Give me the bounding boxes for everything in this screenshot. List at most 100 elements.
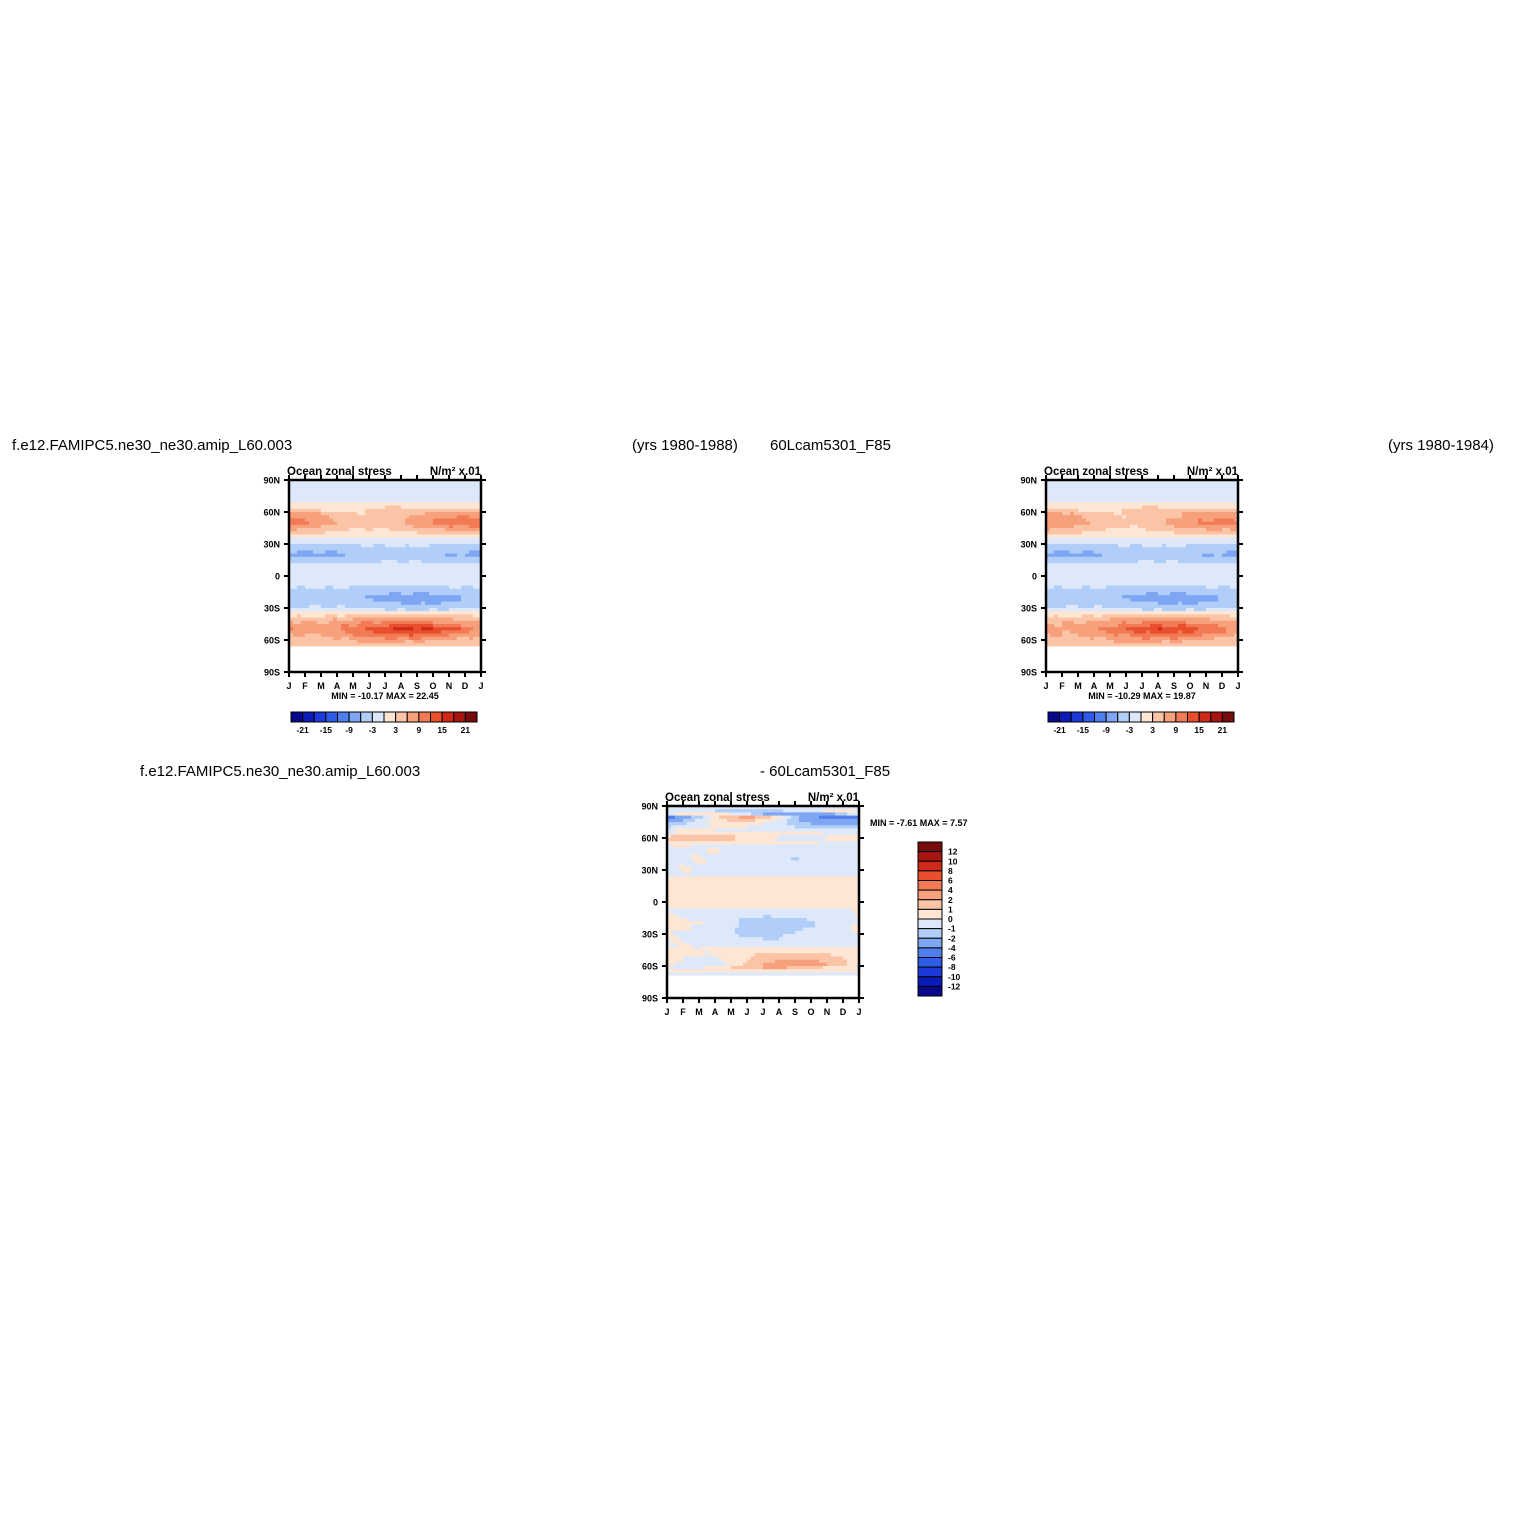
contour-cell (1102, 499, 1107, 503)
contour-cell (421, 640, 426, 644)
contour-cell (325, 566, 330, 570)
contour-cell (417, 656, 422, 660)
contour-cell (357, 576, 362, 580)
contour-cell (1146, 563, 1151, 567)
contour-cell (369, 515, 374, 519)
contour-cell (1062, 521, 1067, 526)
contour-cell (305, 588, 310, 593)
contour-cell (1230, 524, 1235, 529)
contour-cell (1046, 502, 1051, 506)
contour-cell (1138, 518, 1143, 522)
contour-cell (309, 512, 314, 516)
contour-cell (1070, 515, 1075, 519)
contour-cell (313, 662, 318, 666)
contour-cell (325, 521, 330, 526)
contour-cell (1198, 572, 1203, 577)
contour-cell (469, 550, 474, 554)
contour-cell (409, 588, 414, 593)
contour-cell (1162, 534, 1167, 538)
contour-cell (1198, 502, 1203, 506)
contour-cell (469, 553, 474, 558)
contour-cell (1130, 515, 1135, 519)
contour-cell (361, 608, 366, 612)
contour-cell (341, 563, 346, 567)
contour-cell (477, 521, 482, 526)
contour-cell (353, 566, 358, 570)
contour-cell (1158, 553, 1163, 558)
contour-cell (1234, 492, 1239, 497)
contour-cell (1110, 604, 1115, 609)
contour-cell (389, 624, 394, 628)
contour-cell (325, 595, 330, 599)
contour-cell (1226, 553, 1231, 558)
contour-cell (333, 588, 338, 593)
contour-cell (1218, 604, 1223, 609)
contour-cell (1218, 531, 1223, 535)
contour-cell (329, 521, 334, 526)
contour-cell (301, 665, 306, 670)
contour-cell (1086, 588, 1091, 593)
contour-cell (333, 502, 338, 506)
contour-cell (1094, 524, 1099, 529)
contour-cell (1198, 499, 1203, 503)
contour-cell (401, 534, 406, 538)
contour-cell (413, 508, 418, 513)
contour-cell (1174, 604, 1179, 609)
contour-cell (413, 550, 418, 554)
contour-cell (1054, 483, 1059, 487)
contour-cell (1074, 512, 1079, 516)
contour-cell (289, 496, 294, 500)
contour-cell (457, 598, 462, 602)
contour-cell (457, 512, 462, 516)
contour-cell (1166, 611, 1171, 615)
contour-cell (1062, 566, 1067, 570)
contour-cell (1210, 579, 1215, 583)
contour-cell (469, 483, 474, 487)
contour-cell (1142, 534, 1147, 538)
contour-cell (457, 633, 462, 638)
contour-cell (1078, 608, 1083, 612)
contour-cell (297, 633, 302, 638)
x-tick-label: A (334, 681, 341, 691)
contour-cell (1226, 556, 1231, 561)
contour-cell (465, 608, 470, 612)
contour-cell (469, 608, 474, 612)
contour-cell (477, 595, 482, 599)
contour-cell (1086, 560, 1091, 564)
contour-cell (409, 627, 414, 631)
contour-cell (421, 528, 426, 532)
contour-cell (401, 483, 406, 487)
contour-cell (453, 483, 458, 487)
contour-cell (381, 540, 386, 545)
contour-cell (1110, 592, 1115, 596)
contour-cell (349, 483, 354, 487)
contour-cell (365, 643, 370, 647)
contour-cell (1098, 601, 1103, 606)
contour-cell (365, 547, 370, 551)
contour-cell (397, 505, 402, 510)
contour-cell (325, 483, 330, 487)
contour-cell (465, 595, 470, 599)
contour-cell (449, 668, 454, 673)
contour-cell (353, 486, 358, 490)
contour-cell (1202, 521, 1207, 526)
contour-cell (377, 579, 382, 583)
contour-cell (1186, 537, 1191, 542)
contour-cell (317, 544, 322, 548)
contour-cell (1142, 547, 1147, 551)
contour-cell (441, 534, 446, 538)
contour-cell (1146, 508, 1151, 513)
contour-cell (333, 608, 338, 612)
contour-cell (1142, 611, 1147, 615)
contour-cell (297, 515, 302, 519)
contour-cell (381, 611, 386, 615)
contour-cell (465, 646, 470, 650)
contour-cell (1130, 604, 1135, 609)
contour-cell (309, 492, 314, 497)
contour-cell (397, 563, 402, 567)
contour-cell (325, 604, 330, 609)
contour-cell (461, 652, 466, 657)
contour-cell (469, 537, 474, 542)
contour-cell (461, 534, 466, 538)
contour-cell (341, 560, 346, 564)
